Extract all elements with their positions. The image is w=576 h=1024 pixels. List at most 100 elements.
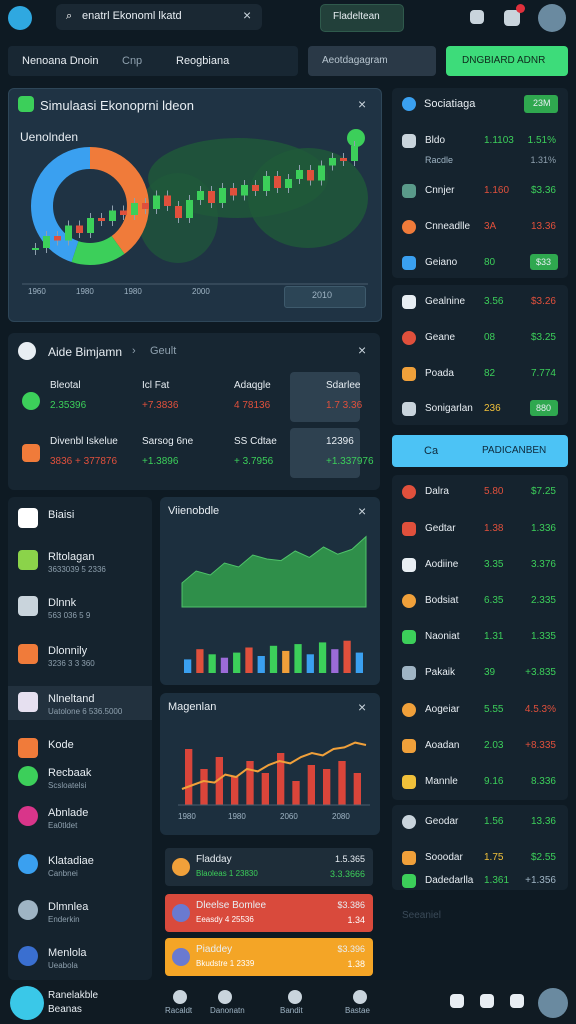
row-icon (402, 134, 416, 148)
candle (109, 210, 116, 221)
list-title[interactable]: Klatadiae (48, 855, 94, 867)
card-icon (172, 904, 190, 922)
row-change: $3.36 (530, 185, 556, 196)
nav-label[interactable]: Racaldt (165, 1006, 193, 1015)
nav-label[interactable]: Danonatn (210, 1006, 245, 1015)
row-name[interactable]: Aogeiar (425, 704, 460, 715)
nav-label[interactable]: Bastae (345, 1006, 370, 1015)
card-value: 1.5.365 (334, 854, 365, 864)
action-button[interactable] (446, 46, 568, 76)
row-name[interactable]: Bldo (425, 135, 446, 146)
cell-name: Bleotal (50, 380, 81, 391)
list-title[interactable]: Menlola (48, 947, 87, 959)
row-name[interactable]: Cnneadlle (425, 221, 471, 232)
row-name[interactable]: Gedtar (425, 523, 456, 534)
row-name[interactable]: Pakaik (425, 667, 456, 678)
nav-action (510, 994, 524, 1008)
card[interactable] (165, 894, 373, 932)
bar (343, 640, 351, 673)
row-icon (402, 630, 416, 644)
row-name[interactable]: Aoadan (425, 740, 460, 751)
candle (153, 195, 160, 209)
right-badge-label: 23M (533, 98, 551, 108)
row-name[interactable]: Mannle (425, 776, 458, 787)
row-name[interactable]: Geiano (425, 257, 458, 268)
bar (196, 649, 204, 673)
row-name[interactable]: Gealnine (425, 296, 466, 307)
avatar (538, 4, 566, 32)
back-icon (8, 6, 32, 30)
row-name[interactable]: Naoniat (425, 631, 460, 642)
row-icon (402, 594, 416, 608)
row-icon (402, 402, 416, 416)
list-title[interactable]: Nlneltand (48, 693, 95, 705)
row-badge (530, 400, 558, 416)
nav-label[interactable]: Bandit (280, 1006, 303, 1015)
cell-highlight (290, 428, 360, 478)
right-icon (402, 97, 416, 111)
close-button[interactable]: × (243, 7, 252, 23)
row-badge (530, 254, 558, 270)
card[interactable] (165, 848, 373, 886)
list-title[interactable]: Dlmnlea (48, 901, 89, 913)
row-name[interactable]: Aodiine (425, 559, 459, 570)
market-tab[interactable]: Geult (150, 345, 177, 357)
list-title[interactable]: Dlnnk (48, 597, 77, 609)
close-button[interactable]: × (358, 699, 367, 715)
row-name[interactable]: Dalra (425, 486, 449, 497)
card-icon (172, 858, 190, 876)
cell-name: Sdarlee (326, 380, 361, 391)
row-sub: Racdle (425, 155, 454, 165)
list-title[interactable]: Rltolagan (48, 551, 95, 563)
row-icon (402, 522, 416, 536)
market-title: Aide Bimjamn (48, 345, 123, 359)
close-button[interactable]: × (358, 503, 367, 519)
row-name[interactable]: Dadedarlla (425, 875, 474, 886)
list-title[interactable]: Abnlade (48, 807, 89, 819)
bar (306, 654, 314, 673)
row-name[interactable]: Cnnjer (425, 185, 455, 196)
row-name[interactable]: Geodar (425, 816, 459, 827)
cell-value: +7.3836 (142, 400, 179, 411)
input-field[interactable] (308, 46, 436, 76)
nav-icon (288, 990, 302, 1004)
tab[interactable]: Nenoana Dnoin (22, 55, 99, 67)
card[interactable] (165, 938, 373, 976)
brand-text: Ranelakble (48, 990, 99, 1001)
main-chart (22, 129, 368, 285)
candle (318, 165, 325, 181)
action-button-label: DNGBIARD ADNR (462, 55, 546, 66)
row-name[interactable]: Sonigarlan (425, 403, 473, 414)
bar (318, 642, 327, 673)
list-title[interactable]: Kode (48, 739, 74, 751)
row-name[interactable]: Bodsiat (425, 595, 459, 606)
list-title[interactable]: Recbaak (48, 767, 92, 779)
list-title[interactable]: Dlonnily (48, 645, 88, 657)
tab[interactable]: Cnp (122, 55, 143, 67)
tab[interactable]: Reogbiana (176, 55, 230, 67)
row-value: 80 (484, 257, 496, 268)
row-change: 8.336 (530, 776, 556, 787)
line-title: Magenlan (168, 701, 217, 713)
list-title[interactable]: Biaisi (48, 509, 75, 521)
doc-icon (470, 10, 484, 24)
row-name[interactable]: Poada (425, 368, 454, 379)
bar (269, 645, 278, 673)
row-value: 3.56 (484, 296, 504, 307)
row-change: $2.55 (530, 852, 556, 863)
top-button[interactable] (320, 4, 404, 32)
donut-segment (31, 147, 149, 265)
row-name[interactable]: Sooodar (425, 852, 463, 863)
card-title: Piaddey (196, 944, 233, 955)
close-button[interactable]: × (358, 342, 367, 358)
close-button[interactable]: × (358, 96, 367, 112)
list-icon (18, 766, 38, 786)
x-label: 2060 (280, 812, 298, 821)
cell-name: Divenbl Iskelue (50, 436, 118, 447)
cell-value: +1.3896 (142, 456, 179, 467)
faded-row: Seeaniel (402, 910, 441, 921)
row-name[interactable]: Geane (425, 332, 456, 343)
search-box[interactable] (56, 4, 262, 30)
highlight-row[interactable] (392, 435, 568, 467)
range-button[interactable] (284, 286, 366, 308)
